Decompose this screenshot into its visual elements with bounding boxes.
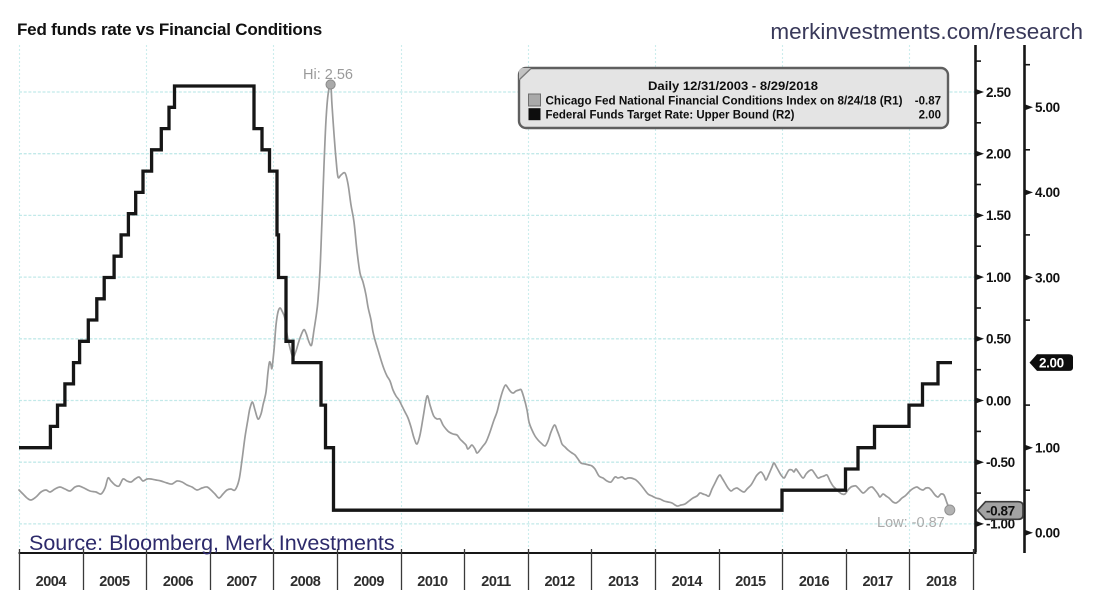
svg-text:-0.87: -0.87: [986, 503, 1015, 518]
svg-text:2.00: 2.00: [986, 147, 1011, 162]
svg-text:2.00: 2.00: [1039, 355, 1064, 370]
svg-text:2012: 2012: [544, 574, 575, 590]
svg-text:2010: 2010: [417, 574, 448, 590]
svg-text:-1.00: -1.00: [986, 517, 1015, 532]
svg-text:Federal Funds Target Rate: Upp: Federal Funds Target Rate: Upper Bound (…: [546, 110, 795, 122]
svg-text:Low: -0.87: Low: -0.87: [877, 515, 945, 531]
svg-text:Hi: 2.56: Hi: 2.56: [303, 67, 353, 83]
svg-text:2.00: 2.00: [919, 110, 941, 122]
svg-text:2017: 2017: [862, 574, 893, 590]
svg-text:2009: 2009: [354, 574, 385, 590]
svg-text:2013: 2013: [608, 574, 639, 590]
svg-text:-0.50: -0.50: [986, 455, 1015, 470]
svg-text:2018: 2018: [926, 574, 957, 590]
svg-text:1.00: 1.00: [986, 270, 1011, 285]
svg-text:1.00: 1.00: [1035, 441, 1060, 456]
svg-text:2014: 2014: [672, 574, 703, 590]
svg-text:2016: 2016: [799, 574, 830, 590]
svg-text:0.50: 0.50: [986, 332, 1011, 347]
svg-text:Chicago Fed National Financial: Chicago Fed National Financial Condition…: [546, 95, 903, 107]
svg-text:2006: 2006: [163, 574, 194, 590]
svg-text:2.50: 2.50: [986, 85, 1011, 100]
svg-text:Source: Bloomberg, Merk Invest: Source: Bloomberg, Merk Investments: [29, 531, 395, 555]
svg-text:1.50: 1.50: [986, 208, 1011, 223]
svg-text:2015: 2015: [735, 574, 766, 590]
svg-text:2004: 2004: [36, 574, 67, 590]
svg-text:2005: 2005: [99, 574, 130, 590]
svg-text:0.00: 0.00: [986, 393, 1011, 408]
svg-text:2008: 2008: [290, 574, 321, 590]
svg-text:4.00: 4.00: [1035, 185, 1060, 200]
svg-text:2007: 2007: [226, 574, 257, 590]
svg-text:5.00: 5.00: [1035, 100, 1060, 115]
svg-text:merkinvestments.com/research: merkinvestments.com/research: [770, 19, 1083, 44]
svg-text:Fed funds rate vs Financial Co: Fed funds rate vs Financial Conditions: [17, 20, 322, 39]
svg-text:Daily 12/31/2003 - 8/29/2018: Daily 12/31/2003 - 8/29/2018: [648, 81, 819, 93]
svg-text:-0.87: -0.87: [915, 95, 941, 107]
svg-text:0.00: 0.00: [1035, 526, 1060, 541]
svg-text:3.00: 3.00: [1035, 270, 1060, 285]
svg-text:2011: 2011: [481, 574, 511, 590]
